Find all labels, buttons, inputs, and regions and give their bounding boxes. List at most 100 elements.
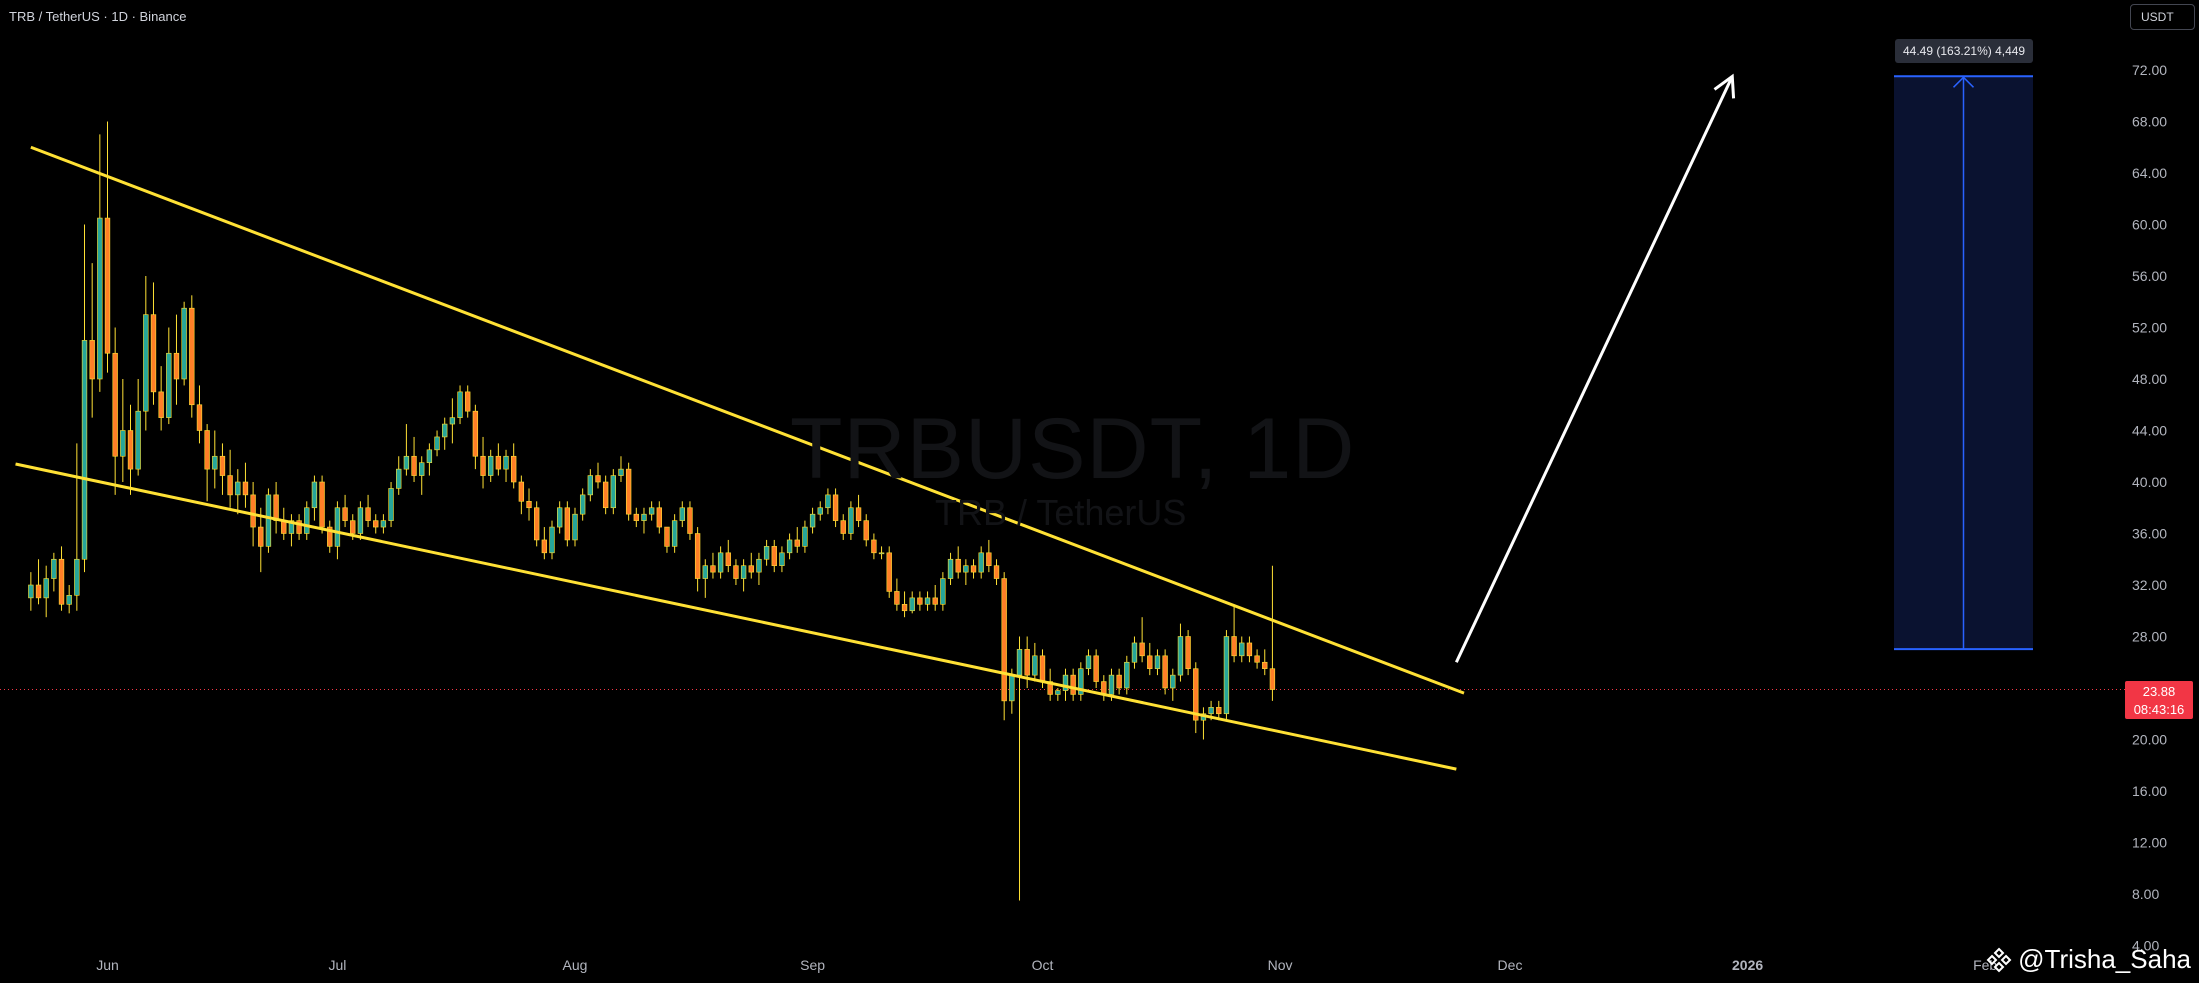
candle-body xyxy=(1170,674,1176,689)
candle-body xyxy=(932,597,938,605)
candle-body xyxy=(396,468,402,489)
candle-body xyxy=(825,494,831,509)
y-tick-label: 28.00 xyxy=(2132,629,2167,645)
candle-body xyxy=(373,520,379,528)
y-tick-label: 36.00 xyxy=(2132,526,2167,542)
candle-body xyxy=(633,513,639,521)
candle-body xyxy=(388,488,394,521)
candle-body xyxy=(894,591,900,605)
y-tick-label: 16.00 xyxy=(2132,783,2167,799)
candle-body xyxy=(58,558,65,605)
candle-body xyxy=(120,430,126,457)
candle-body xyxy=(227,475,233,496)
candle-body xyxy=(1024,649,1030,676)
candle-body xyxy=(740,565,747,579)
candle-body xyxy=(924,597,931,605)
author-handle: @Trisha_Saha xyxy=(2018,944,2191,974)
candle-body xyxy=(350,520,356,534)
candle-body xyxy=(449,417,456,425)
candle-body xyxy=(1039,655,1046,682)
candle-body xyxy=(1185,636,1191,669)
x-tick-label: Jun xyxy=(96,957,119,973)
candle-body xyxy=(679,507,685,521)
candle-body xyxy=(189,307,195,406)
y-tick-label: 52.00 xyxy=(2132,320,2167,336)
x-tick-label: Nov xyxy=(1268,957,1293,973)
candle-body xyxy=(219,455,226,476)
candle-body xyxy=(426,449,433,463)
candle-body xyxy=(955,558,961,573)
candle-body xyxy=(549,526,555,554)
candle-body xyxy=(143,314,149,412)
x-tick-label: Oct xyxy=(1032,957,1054,973)
candle-body xyxy=(610,475,616,509)
candle-body xyxy=(1070,674,1076,695)
candle-body xyxy=(587,475,594,496)
candle-body xyxy=(104,217,111,354)
candle-body xyxy=(1254,655,1260,663)
candle-body xyxy=(457,391,463,418)
candle-body xyxy=(1101,681,1107,695)
candle-body xyxy=(648,507,655,515)
candle-body xyxy=(66,594,72,605)
candle-body xyxy=(1162,655,1168,689)
candle-body xyxy=(1055,690,1061,695)
candle-body xyxy=(28,584,34,599)
measure-label: 44.49 (163.21%) 4,449 xyxy=(1895,39,2034,63)
candle-body xyxy=(74,558,80,596)
symbol-title[interactable]: TRB / TetherUS · 1D · Binance xyxy=(9,9,187,24)
candle-body xyxy=(495,455,502,470)
candle-body xyxy=(273,494,279,521)
current-price-tag: 23.88 08:43:16 xyxy=(2125,681,2193,719)
candle-body xyxy=(909,597,915,612)
candle-body xyxy=(1216,707,1222,715)
candle-body xyxy=(656,507,662,528)
candle-body xyxy=(204,430,210,470)
y-tick-label: 56.00 xyxy=(2132,268,2167,284)
candle-body xyxy=(602,481,609,509)
candle-body xyxy=(1262,661,1268,669)
candle-body xyxy=(756,558,762,573)
candle-body xyxy=(1246,642,1253,657)
candle-body xyxy=(779,552,785,566)
candle-body xyxy=(135,410,141,470)
candle-body xyxy=(963,565,969,573)
candle-body xyxy=(1093,655,1099,682)
y-tick-label: 72.00 xyxy=(2132,62,2167,78)
candle-body xyxy=(127,430,134,470)
candle-body xyxy=(1223,636,1230,715)
candle-body xyxy=(886,552,892,592)
candle-body xyxy=(710,565,716,573)
candle-body xyxy=(940,578,946,605)
candle-body xyxy=(832,494,839,521)
candle-body xyxy=(855,507,862,521)
candle-body xyxy=(572,513,578,541)
candle-body xyxy=(1108,674,1115,695)
candle-body xyxy=(166,352,172,418)
currency-button[interactable]: USDT xyxy=(2130,4,2195,30)
candle-body xyxy=(380,520,387,528)
candle-body xyxy=(511,455,517,483)
candle-body xyxy=(1124,661,1130,689)
candle-body xyxy=(556,507,563,528)
candle-body xyxy=(304,507,310,534)
candle-body xyxy=(534,507,540,541)
candle-body xyxy=(1147,655,1153,669)
trendline-upper-resistance xyxy=(30,145,1465,695)
candle-body xyxy=(334,507,341,547)
candle-body xyxy=(173,352,180,380)
candle-body xyxy=(840,520,846,534)
candle-body xyxy=(733,565,739,579)
candle-body xyxy=(43,578,49,599)
candle-body xyxy=(1154,655,1161,669)
bar-countdown: 08:43:16 xyxy=(2133,702,2185,717)
candle-body xyxy=(327,526,333,547)
x-tick-label: 2026 xyxy=(1732,957,1763,973)
candle-body xyxy=(763,546,770,560)
binance-logo-icon xyxy=(1986,947,2012,972)
candle-body xyxy=(1062,674,1069,691)
candle-body xyxy=(641,513,647,521)
candle-body xyxy=(1177,636,1184,676)
candle-body xyxy=(771,546,777,566)
